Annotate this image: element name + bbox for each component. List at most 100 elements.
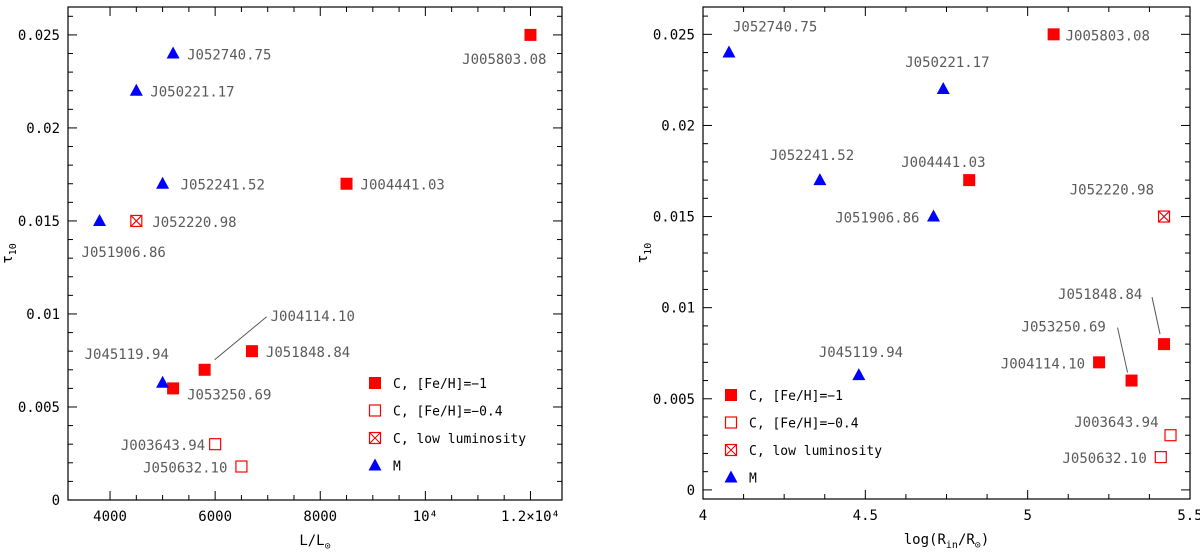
x-tick-label: 6000 — [198, 509, 232, 525]
data-point-j053250-69 — [1125, 374, 1138, 387]
x-axis-label: L/L⊙ — [299, 533, 330, 552]
legend-marker-m — [368, 458, 382, 471]
data-point-j005803-08 — [1047, 28, 1060, 41]
data-point-j050221-17 — [936, 82, 950, 94]
data-point-j052740-75 — [722, 45, 736, 58]
y-axis-label: τ10 — [0, 243, 19, 263]
data-point-j003643-94 — [209, 438, 222, 451]
data-point-j052220-98 — [1157, 210, 1171, 223]
y-tick-label: 0.01 — [661, 301, 695, 317]
point-label: J053250.69 — [1022, 320, 1106, 336]
point-label: J045119.94 — [819, 345, 903, 361]
data-point-j045119-94 — [852, 368, 866, 381]
data-point-j052241-52 — [813, 173, 827, 186]
legend-label: C, [Fe/H]=−0.4 — [749, 417, 859, 432]
legend-marker-c_fe1 — [725, 389, 737, 401]
legend-label: C, [Fe/H]=−1 — [749, 389, 843, 404]
legend-label: M — [393, 460, 401, 475]
left-scatter-panel: 4000 6000 8000 10⁴ 1.2×10⁴ 0 0.005 0.01 0.015 0.0… — [0, 6, 563, 552]
point-label: J050221.17 — [905, 55, 989, 71]
point-label: J003643.94 — [121, 438, 205, 454]
y-tick-label: 0.025 — [653, 27, 695, 43]
point-label: J052220.98 — [152, 215, 236, 231]
y-tick-label: 0 — [52, 493, 60, 509]
y-tick-label: 0.005 — [653, 392, 695, 408]
point-label: J052241.52 — [181, 178, 265, 194]
x-tick-label: 5.5 — [1177, 508, 1200, 524]
point-label: J003643.94 — [1074, 415, 1158, 431]
point-label: J004114.10 — [1001, 356, 1085, 372]
point-label: J051906.86 — [835, 211, 919, 227]
y-tick-label: 0.015 — [18, 214, 60, 230]
data-point-j050221-17 — [129, 83, 143, 96]
legend-label: M — [749, 472, 757, 487]
label-leader-line — [214, 316, 267, 361]
x-tick-label: 4000 — [93, 509, 127, 525]
data-point-j004441-03 — [963, 174, 976, 187]
data-point-j004114-10 — [198, 363, 211, 376]
x-axis-label: log(Rin/R⊙) — [904, 532, 990, 551]
point-label: J051906.86 — [82, 245, 166, 261]
legend-marker-c_low — [724, 443, 738, 457]
point-label: J052740.75 — [733, 20, 817, 36]
legend-label: C, [Fe/H]=−1 — [393, 377, 487, 392]
y-tick-label: 0.015 — [653, 210, 695, 226]
point-label: J004441.03 — [361, 178, 445, 194]
point-label: J051848.84 — [1058, 287, 1142, 303]
y-tick-label: 0.02 — [26, 121, 60, 137]
data-point-j045119-94 — [156, 375, 170, 388]
label-leader-line — [1117, 327, 1129, 373]
data-point-j053250-69 — [167, 382, 180, 395]
legend-marker-c_fe04 — [724, 416, 738, 429]
data-point-j050632-10 — [1154, 450, 1167, 464]
data-point-j004114-10 — [1093, 356, 1106, 369]
legend-marker-c_fe04 — [368, 404, 382, 417]
legend-label: C, [Fe/H]=−0.4 — [393, 405, 503, 420]
y-tick-label: 0.025 — [18, 28, 60, 44]
point-label: J045119.94 — [85, 347, 169, 363]
point-label: J005803.08 — [462, 52, 546, 68]
x-tick-label: 8000 — [303, 509, 337, 525]
point-label: J051848.84 — [266, 345, 350, 361]
point-label: J005803.08 — [1066, 28, 1150, 44]
point-label: J052740.75 — [187, 48, 271, 64]
data-point-j052220-98 — [130, 214, 143, 228]
legend-marker-m — [724, 470, 738, 483]
data-point-j005803-08 — [524, 28, 537, 41]
data-point-j052241-52 — [156, 176, 170, 189]
point-label: J004441.03 — [901, 155, 985, 171]
right-scatter-panel: 4 4.5 5 5.5 0 0.005 0.01 0.015 0.02 0.025 log(Rin/… — [635, 6, 1200, 551]
x-tick-label: 4 — [699, 508, 707, 524]
point-label: J004114.10 — [271, 309, 355, 325]
point-label: J050221.17 — [150, 85, 234, 101]
legend: C, [Fe/H]=−1 C, [Fe/H]=−0.4 C, low luminos… — [724, 389, 882, 487]
legend-label: C, low luminosity — [393, 432, 526, 447]
data-point-j052740-75 — [166, 46, 180, 59]
legend-marker-c_low — [368, 431, 382, 445]
data-point-j050632-10 — [235, 460, 248, 473]
data-point-j004441-03 — [340, 177, 353, 190]
point-label: J052220.98 — [1070, 183, 1154, 199]
x-tick-label: 4.5 — [853, 508, 878, 524]
data-point-j051906-86 — [93, 213, 107, 226]
legend: C, [Fe/H]=−1 C, [Fe/H]=−0.4 C, low luminos… — [368, 377, 526, 475]
plot-frame — [67, 6, 563, 501]
x-tick-label: 10⁴ — [413, 509, 438, 525]
x-tick-label: 5 — [1023, 508, 1031, 524]
data-point-j051848-84 — [1158, 338, 1171, 351]
label-leader-line — [1151, 297, 1161, 335]
data-point-j051848-84 — [245, 345, 258, 358]
y-tick-label: 0.005 — [18, 400, 60, 416]
point-label: J050632.10 — [1062, 451, 1146, 467]
y-tick-label: 0 — [687, 483, 695, 499]
point-label: J050632.10 — [143, 461, 227, 477]
y-axis-label: τ10 — [635, 243, 654, 263]
data-point-j003643-94 — [1164, 429, 1177, 442]
y-tick-label: 0.02 — [661, 118, 695, 134]
y-tick-label: 0.01 — [26, 307, 60, 323]
x-tick-label: 1.2×10⁴ — [501, 509, 560, 525]
data-point-j051906-86 — [927, 209, 941, 222]
legend-marker-c_fe1 — [369, 377, 381, 389]
point-label: J052241.52 — [770, 148, 854, 164]
